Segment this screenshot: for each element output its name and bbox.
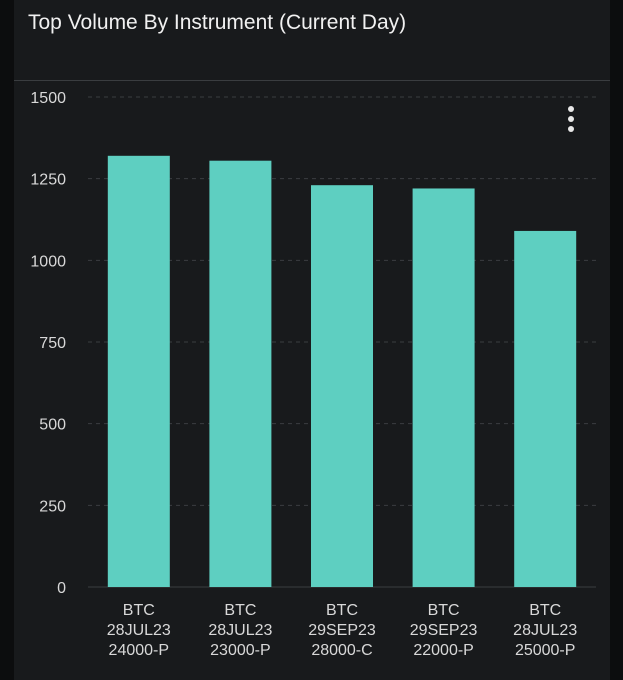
y-tick-label: 1000 — [30, 253, 66, 270]
x-category-label: BTC 29SEP23 22000-P — [410, 602, 478, 659]
bar[interactable] — [107, 155, 170, 588]
x-category-label: BTC 29SEP23 28000-C — [308, 602, 376, 659]
x-category-label: BTC 28JUL23 25000-P — [513, 602, 577, 659]
chart-panel: Top Volume By Instrument (Current Day) 0… — [14, 0, 610, 680]
y-tick-label: 1250 — [30, 172, 66, 189]
more-vertical-icon[interactable] — [562, 104, 582, 136]
panel-title: Top Volume By Instrument (Current Day) — [28, 11, 407, 34]
panel-header: Top Volume By Instrument (Current Day) — [14, 0, 610, 81]
menu-dot — [568, 126, 574, 132]
y-tick-label: 0 — [57, 580, 66, 597]
bar[interactable] — [209, 160, 272, 587]
x-category-label: BTC 28JUL23 24000-P — [107, 602, 171, 659]
menu-dot — [568, 116, 574, 122]
y-tick-label: 1500 — [30, 90, 66, 107]
x-axis-category-labels: BTC 28JUL23 24000-P BTC 28JUL23 23000-P BTC 29S… — [107, 602, 578, 659]
y-axis-tick-labels: 0 250 500 750 1000 1250 1500 — [30, 90, 66, 597]
bar[interactable] — [514, 230, 577, 587]
bar[interactable] — [412, 188, 475, 587]
y-tick-label: 250 — [39, 498, 66, 515]
bar[interactable] — [311, 185, 373, 587]
y-tick-label: 500 — [39, 417, 66, 434]
bars — [107, 155, 577, 588]
menu-dot — [568, 106, 574, 112]
y-tick-label: 750 — [39, 335, 66, 352]
bar-chart: 0 250 500 750 1000 1250 1500 BTC 28JUL23 24000-P… — [30, 90, 596, 659]
x-category-label: BTC 28JUL23 23000-P — [208, 602, 272, 659]
